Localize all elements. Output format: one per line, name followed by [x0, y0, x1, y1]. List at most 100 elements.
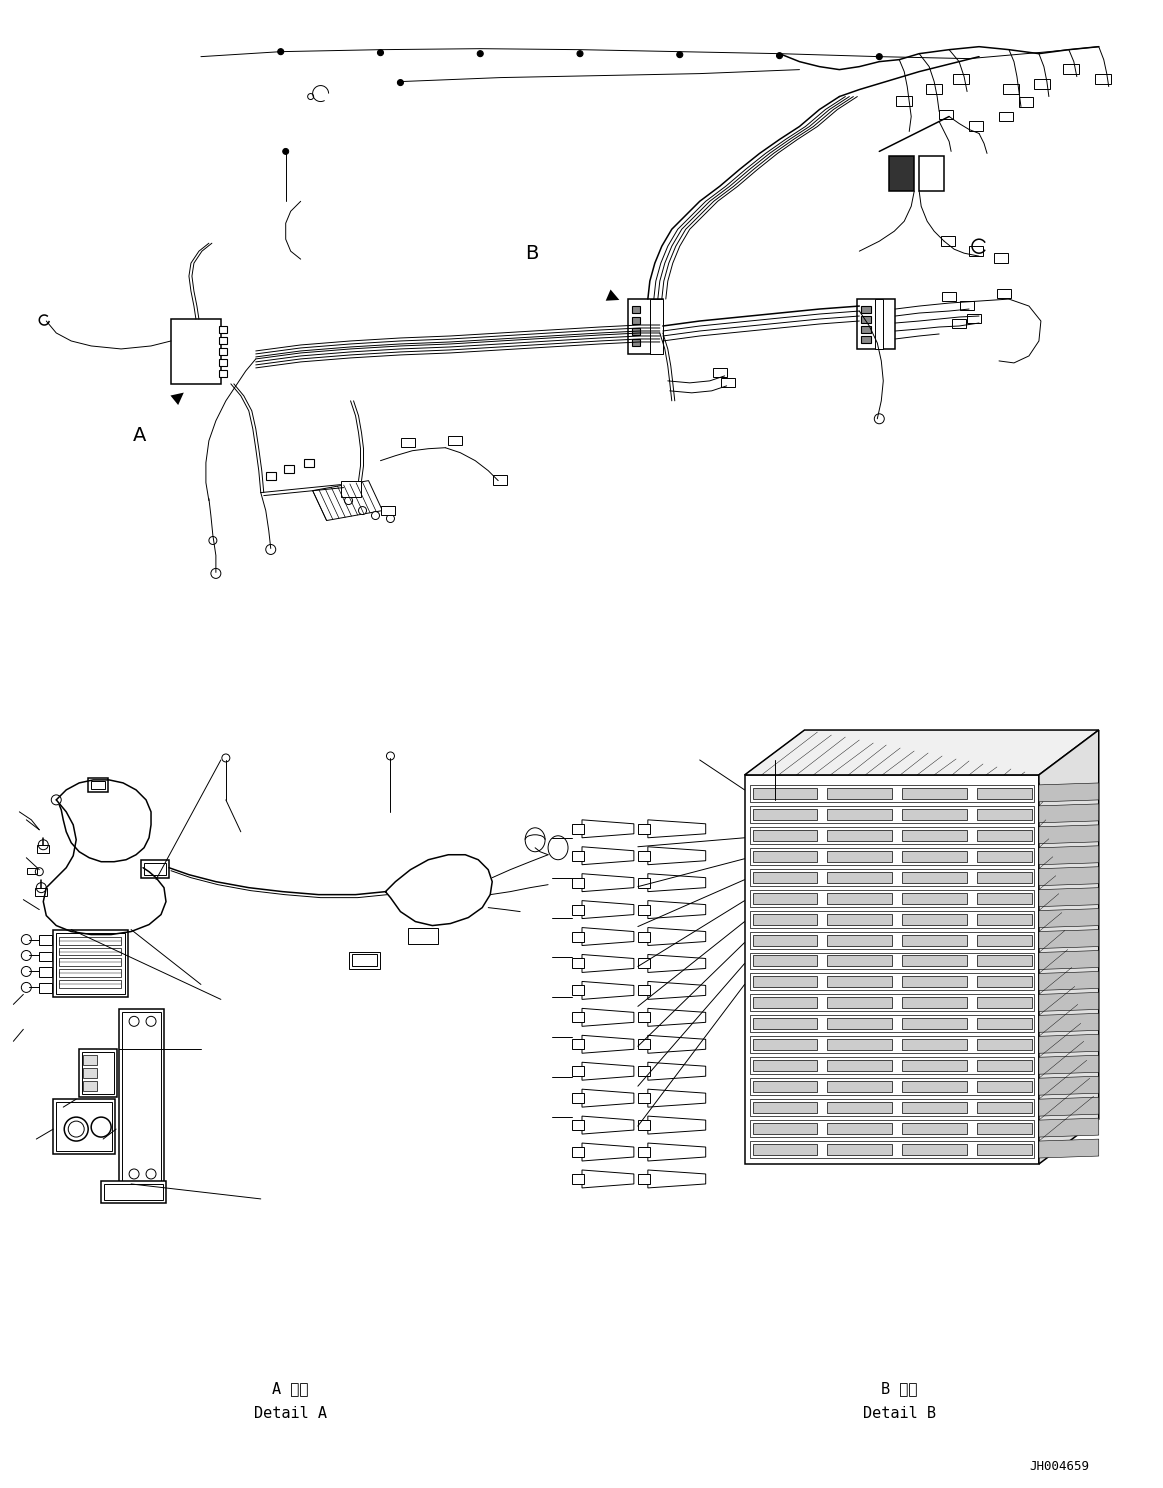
Bar	[902, 872, 968, 882]
Bar	[977, 1018, 1032, 1030]
Bar	[88, 778, 108, 792]
Bar	[744, 775, 1039, 1164]
Bar	[902, 1061, 968, 1071]
Bar	[750, 931, 1034, 948]
Bar	[902, 787, 968, 799]
Bar	[84, 1068, 98, 1079]
Polygon shape	[582, 1116, 634, 1134]
Bar	[977, 1123, 1032, 1134]
Bar	[637, 1012, 650, 1022]
Bar	[1063, 64, 1079, 73]
Bar	[752, 1144, 818, 1155]
Bar	[862, 307, 871, 312]
Bar	[750, 1100, 1034, 1116]
Bar	[628, 299, 663, 354]
Bar	[53, 1100, 115, 1155]
Bar	[902, 914, 968, 924]
Bar	[122, 1012, 160, 1181]
Bar	[752, 872, 818, 882]
Polygon shape	[582, 1062, 634, 1080]
Bar	[977, 872, 1032, 882]
Bar	[827, 1103, 892, 1113]
Bar	[1034, 79, 1050, 89]
Text: Detail B: Detail B	[863, 1406, 936, 1421]
Bar	[750, 911, 1034, 927]
Bar	[632, 327, 640, 335]
Bar	[897, 95, 912, 106]
Bar	[752, 1061, 818, 1071]
Bar	[40, 967, 52, 978]
Circle shape	[344, 497, 352, 504]
Polygon shape	[1039, 1117, 1099, 1137]
Bar	[219, 348, 227, 356]
Text: B: B	[526, 244, 538, 263]
Bar	[84, 1055, 98, 1065]
Bar	[926, 83, 942, 94]
Bar	[105, 1184, 163, 1199]
Bar	[827, 976, 892, 988]
Polygon shape	[1039, 1013, 1099, 1033]
Bar	[750, 973, 1034, 991]
Polygon shape	[1039, 930, 1099, 948]
Polygon shape	[582, 1089, 634, 1107]
Polygon shape	[648, 1089, 706, 1107]
Polygon shape	[1039, 1055, 1099, 1074]
Bar	[942, 292, 956, 301]
Bar	[752, 893, 818, 903]
Bar	[827, 787, 892, 799]
Bar	[902, 1018, 968, 1030]
Bar	[1094, 73, 1111, 83]
Bar	[994, 253, 1008, 263]
Bar	[977, 787, 1032, 799]
Bar	[750, 1120, 1034, 1137]
Bar	[637, 1174, 650, 1184]
Polygon shape	[313, 481, 383, 521]
Polygon shape	[582, 982, 634, 1000]
Polygon shape	[648, 1170, 706, 1187]
Polygon shape	[648, 1062, 706, 1080]
Bar	[401, 437, 415, 446]
Bar	[448, 436, 462, 445]
Bar	[750, 1015, 1034, 1033]
Bar	[750, 1079, 1034, 1095]
Bar	[752, 809, 818, 820]
Bar	[977, 1082, 1032, 1092]
Bar	[53, 930, 128, 997]
Bar	[827, 997, 892, 1009]
Bar	[349, 951, 380, 970]
Bar	[219, 359, 227, 366]
Bar	[750, 1058, 1034, 1074]
Bar	[977, 914, 1032, 924]
Bar	[341, 481, 361, 497]
Bar	[902, 851, 968, 862]
Polygon shape	[648, 847, 706, 865]
Bar	[572, 878, 584, 888]
Bar	[750, 827, 1034, 844]
Bar	[91, 781, 105, 789]
Bar	[890, 156, 914, 192]
Bar	[902, 997, 968, 1009]
Bar	[997, 289, 1011, 298]
Polygon shape	[1039, 845, 1099, 865]
Bar	[961, 301, 975, 310]
Bar	[56, 1103, 112, 1152]
Bar	[862, 326, 871, 333]
Polygon shape	[648, 820, 706, 838]
Bar	[977, 976, 1032, 988]
Bar	[977, 893, 1032, 903]
Bar	[902, 1144, 968, 1155]
Text: Detail A: Detail A	[255, 1406, 327, 1421]
Bar	[827, 872, 892, 882]
Polygon shape	[648, 927, 706, 945]
Bar	[752, 1018, 818, 1030]
Polygon shape	[648, 1036, 706, 1054]
Bar	[1003, 83, 1019, 94]
Polygon shape	[1039, 1140, 1099, 1158]
Bar	[827, 893, 892, 903]
Bar	[902, 1082, 968, 1092]
Polygon shape	[582, 873, 634, 891]
Polygon shape	[1039, 1034, 1099, 1054]
Bar	[304, 458, 314, 467]
Bar	[493, 475, 507, 485]
Circle shape	[398, 79, 404, 86]
